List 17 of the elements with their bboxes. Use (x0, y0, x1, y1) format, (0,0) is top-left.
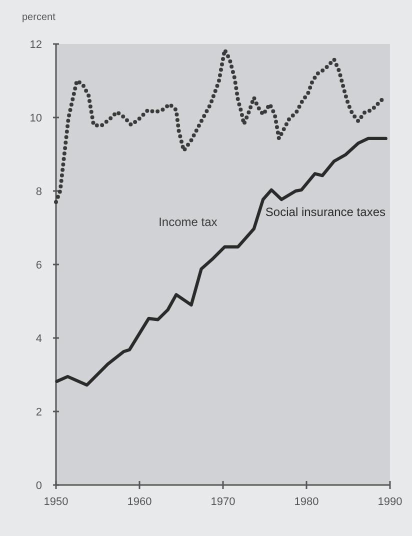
line-series (55, 136, 388, 387)
x-tick-label: 1980 (294, 496, 319, 508)
y-tick-label: 2 (36, 406, 42, 418)
series-label: Social insurance taxes (265, 204, 386, 219)
x-tick-label: 1990 (378, 496, 402, 508)
y-tick-label: 6 (36, 260, 42, 272)
y-tick-label: 0 (36, 480, 42, 492)
y-tick-label: 10 (30, 112, 42, 124)
line-series (54, 48, 384, 204)
y-tick-label: 8 (36, 186, 42, 198)
y-tick-label: 4 (36, 333, 42, 345)
x-tick-label: 1970 (210, 496, 236, 508)
x-tick-label: 1950 (44, 496, 68, 508)
x-tick-label: 1960 (127, 496, 152, 508)
y-tick-label: 12 (30, 39, 42, 51)
y-axis-title: percent (22, 12, 56, 23)
text: Income tax (158, 215, 218, 230)
